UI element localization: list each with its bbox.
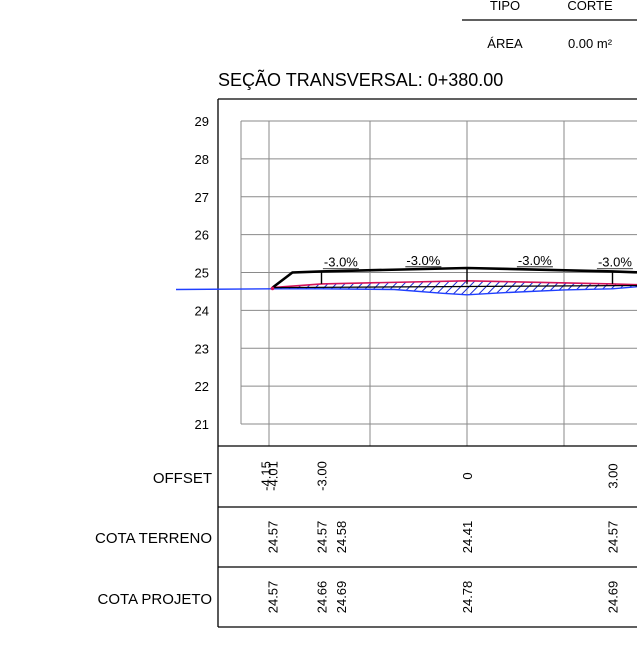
profile-lines	[175, 266, 637, 296]
slope-label: -3.0%	[518, 253, 552, 268]
band-value-terreno: 24.57	[315, 521, 330, 554]
info-table: TIPO CORTE ÁREA 0.00 m²	[462, 0, 637, 51]
band-value-projeto: 24.69	[606, 581, 621, 614]
band-value-projeto: 24.69	[334, 581, 349, 614]
band-value-offset: -3.00	[315, 461, 330, 491]
terrain-line	[175, 285, 637, 296]
band-values: -4.15-4.01 24.57 24.57 -3.00 24.57 24.66 24.58…	[259, 461, 621, 614]
slope-label: -3.0%	[406, 253, 440, 268]
section-title: SEÇÃO TRANSVERSAL: 0+380.00	[218, 69, 503, 90]
project-endpoint-left	[270, 286, 275, 291]
area-label: ÁREA	[487, 36, 523, 51]
band-value-terreno: 24.58	[334, 521, 349, 554]
band-table: OFFSET COTA TERRENO COTA PROJETO	[95, 445, 637, 628]
y-tick-label: 24	[195, 303, 209, 318]
band-value-projeto: 24.78	[460, 581, 475, 614]
y-axis-ticks: 29 28 27 26 25 24 23 22 21	[195, 114, 209, 432]
band-value-projeto: 24.57	[266, 581, 281, 614]
band-label-cota-terreno: COTA TERRENO	[95, 530, 212, 547]
tipo-label: TIPO	[490, 0, 520, 13]
band-label-offset: OFFSET	[153, 470, 212, 487]
y-tick-label: 28	[195, 152, 209, 167]
y-tick-label: 25	[195, 266, 209, 281]
area-value: 0.00 m²	[568, 36, 613, 51]
y-tick-label: 21	[195, 417, 209, 432]
tipo-value: CORTE	[567, 0, 613, 13]
band-value-offset: 0	[460, 472, 475, 479]
slope-label: -3.0%	[598, 255, 632, 270]
band-value-terreno: 24.41	[460, 521, 475, 554]
band-value-offset: 3.00	[606, 463, 621, 488]
pavement-base-line	[272, 284, 637, 289]
band-label-cota-projeto: COTA PROJETO	[98, 591, 212, 608]
band-value-terreno: 24.57	[266, 521, 281, 554]
y-tick-label: 26	[195, 228, 209, 243]
y-tick-label: 29	[195, 114, 209, 129]
y-tick-label: 23	[195, 341, 209, 356]
cut-area-hatch	[272, 280, 637, 295]
y-tick-label: 22	[195, 379, 209, 394]
slope-label: -3.0%	[324, 255, 358, 270]
y-tick-label: 27	[195, 190, 209, 205]
plot-grid	[217, 98, 637, 446]
band-value-projeto: 24.66	[315, 581, 330, 614]
band-value-offset: -4.01	[266, 461, 281, 491]
band-value-terreno: 24.57	[606, 521, 621, 554]
band-value-offset: -4.15	[259, 461, 274, 491]
slope-labels: -3.0% -3.0% -3.0% -3.0%	[322, 253, 633, 270]
